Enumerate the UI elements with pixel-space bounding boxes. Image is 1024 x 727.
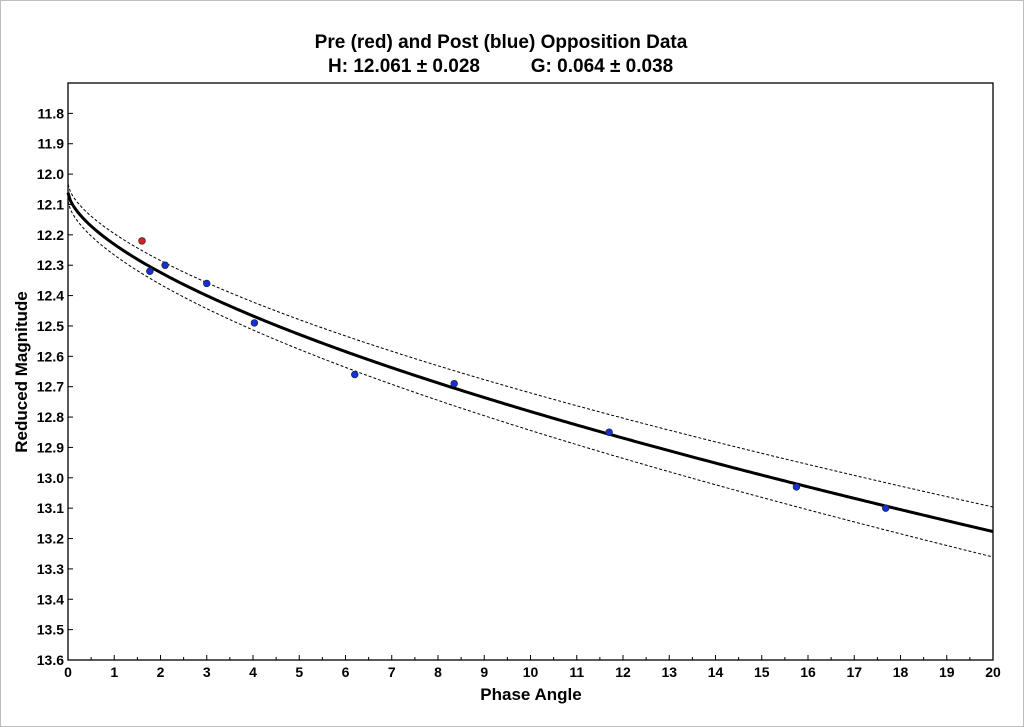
x-tick-label: 12 [615, 664, 631, 680]
y-tick-label: 12.1 [37, 196, 64, 212]
post-opposition-point [161, 261, 169, 269]
chart-title: Pre (red) and Post (blue) Opposition Dat… [315, 32, 688, 53]
y-tick-label: 12.8 [37, 409, 64, 425]
plot-area [67, 82, 994, 661]
x-tick-label: 17 [846, 664, 862, 680]
y-tick-label: 13.6 [37, 652, 64, 668]
chart-subtitle-g: G: 0.064 ± 0.038 [531, 56, 673, 77]
post-opposition-point [605, 428, 613, 436]
data-points [138, 237, 890, 512]
x-tick-label: 15 [754, 664, 770, 680]
y-tick-label: 12.5 [37, 318, 64, 334]
y-tick-label: 12.6 [37, 348, 64, 364]
y-tick-label: 13.3 [37, 561, 64, 577]
x-tick-label: 5 [295, 664, 303, 680]
y-tick-label: 12.9 [37, 439, 64, 455]
x-tick-label: 0 [64, 664, 72, 680]
x-tick-label: 14 [708, 664, 724, 680]
x-tick-label: 2 [157, 664, 165, 680]
x-tick-label: 10 [523, 664, 539, 680]
post-opposition-point [881, 504, 890, 512]
post-opposition-point [250, 319, 259, 327]
x-tick-label: 7 [388, 664, 396, 680]
x-axis-label: Phase Angle [480, 685, 581, 704]
y-tick-label: 13.2 [37, 531, 64, 547]
x-tick-label: 8 [434, 664, 442, 680]
y-tick-label: 12.0 [37, 166, 64, 182]
x-tick-label: 9 [480, 664, 488, 680]
model-upper-bound [67, 183, 994, 508]
y-axis-label: Reduced Magnitude [12, 291, 31, 453]
x-tick-label: 18 [893, 664, 909, 680]
post-opposition-point [351, 370, 359, 379]
y-tick-label: 11.9 [38, 136, 65, 152]
pre-opposition-point [138, 237, 146, 245]
y-tick-label: 12.4 [37, 288, 64, 304]
post-opposition-point [792, 483, 801, 491]
x-tick-label: 1 [110, 664, 118, 680]
model-lower-bound [67, 200, 994, 558]
post-opposition-point [146, 267, 154, 275]
x-tick-label: 16 [800, 664, 816, 680]
post-opposition-point [203, 279, 211, 288]
x-tick-label: 13 [661, 664, 677, 680]
x-axis: 0 1 2 3 4 5 6 7 8 9 10 11 12 13 14 15 16 17 18 19 20 [64, 655, 1001, 680]
y-tick-label: 11.8 [38, 105, 65, 121]
x-tick-label: 11 [569, 664, 584, 680]
y-tick-label: 12.7 [37, 379, 64, 395]
y-tick-label: 12.2 [37, 227, 64, 243]
y-tick-label: 13.0 [37, 470, 64, 486]
y-tick-label: 13.5 [37, 622, 64, 638]
y-tick-label: 12.3 [37, 257, 64, 273]
x-tick-label: 19 [939, 664, 955, 680]
post-opposition-point [450, 379, 458, 388]
x-tick-label: 20 [985, 664, 1001, 680]
y-tick-label: 13.1 [37, 500, 64, 516]
chart-subtitle-h: H: 12.061 ± 0.028 [328, 56, 480, 77]
x-tick-label: 6 [342, 664, 350, 680]
y-tick-label: 13.4 [37, 591, 64, 607]
y-axis: 11.8 11.9 12.0 12.1 12.2 12.3 12.4 12.5 12.6 12.7… [37, 105, 73, 668]
x-tick-label: 4 [249, 664, 257, 680]
x-tick-label: 3 [203, 664, 211, 680]
model-curve [66, 192, 994, 534]
